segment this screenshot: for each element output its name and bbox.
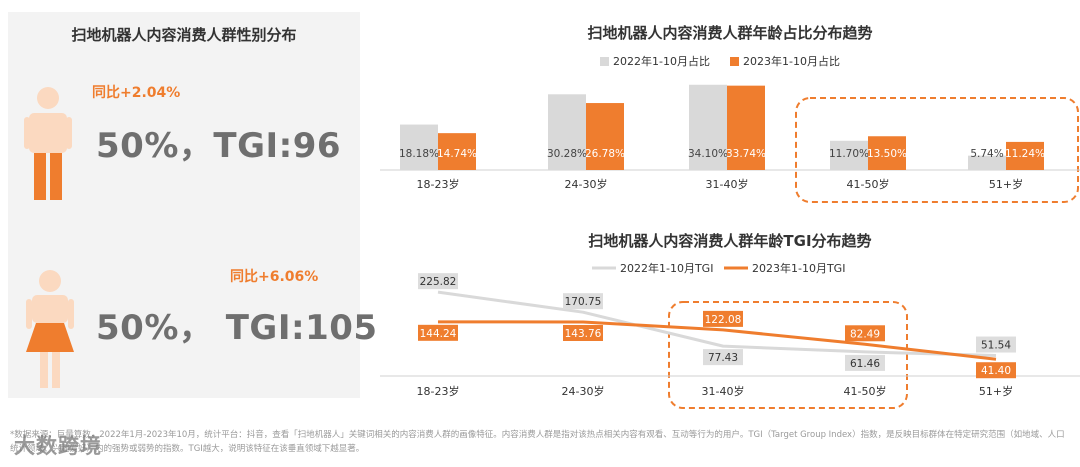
bar-label-2-1: 14.74% [437, 148, 477, 160]
female-right-leg [52, 352, 60, 388]
bar-1-2 [548, 94, 586, 170]
female-stat: 50%， TGI:105 [96, 308, 378, 348]
point-label-1-4: 61.46 [850, 358, 880, 370]
point-box-1-3 [703, 349, 743, 366]
bar-1-3 [689, 84, 727, 170]
bar-2-1 [438, 133, 476, 170]
male-torso [29, 113, 67, 153]
female-yoy: 同比+6.06% [230, 269, 319, 285]
legend-label-2: 2023年1-10月TGI [752, 261, 845, 275]
point-box-1-4 [845, 354, 885, 371]
female-left-arm [26, 299, 32, 329]
point-box-2-4 [845, 325, 885, 342]
watermark-logo: 大数跨境 [14, 434, 102, 458]
age-tgi-chart-title: 扫地机器人内容消费人群年龄TGI分布趋势 [588, 232, 872, 250]
male-person-icon [24, 87, 72, 200]
bar-label-2-3: 33.74% [726, 148, 766, 160]
point-box-2-5 [976, 362, 1016, 379]
point-label-2-4: 82.49 [850, 328, 880, 340]
x-tick-3: 31-40岁 [706, 177, 749, 191]
point-label-1-5: 51.54 [981, 340, 1011, 352]
bar-1-5 [968, 155, 1006, 170]
bar-label-2-5: 11.24% [1005, 148, 1045, 160]
gender-panel: 扫地机器人内容消费人群性别分布 同比+2.04% 50%，TGI:96 同比+6… [8, 12, 377, 398]
bar-2-4 [868, 136, 906, 170]
point-box-2-3 [703, 310, 743, 327]
point-box-1-1 [418, 273, 458, 290]
bar-1-1 [400, 124, 438, 170]
x-tick-2: 24-30岁 [562, 384, 605, 398]
x-tick-1: 18-23岁 [417, 384, 460, 398]
male-head [37, 87, 59, 109]
male-left-arm [24, 117, 30, 149]
x-tick-2: 24-30岁 [565, 177, 608, 191]
bar-label-2-2: 26.78% [585, 148, 625, 160]
legend-label-2: 2023年1-10月占比 [743, 54, 840, 68]
male-right-arm [66, 117, 72, 149]
point-box-1-2 [563, 293, 603, 310]
bar-label-1-1: 18.18% [399, 148, 439, 160]
male-left-leg [34, 153, 46, 200]
male-yoy: 同比+2.04% [92, 85, 181, 101]
x-tick-3: 31-40岁 [702, 384, 745, 398]
bar-2-3 [727, 85, 765, 170]
x-tick-1: 18-23岁 [417, 177, 460, 191]
point-box-1-5 [976, 336, 1016, 353]
x-tick-5: 51+岁 [989, 177, 1023, 191]
point-label-2-5: 41.40 [981, 365, 1011, 377]
bar-label-1-2: 30.28% [547, 148, 587, 160]
highlight-box [668, 301, 908, 409]
point-label-2-2: 143.76 [565, 328, 602, 340]
male-stat: 50%，TGI:96 [96, 126, 342, 166]
footnote: *数据来源：巨量算数，2022年1月-2023年10月，统计平台：抖音，查看「扫… [10, 430, 1065, 454]
point-box-2-1 [418, 324, 458, 341]
legend-label-1: 2022年1-10月TGI [620, 261, 713, 275]
male-right-leg [50, 153, 62, 200]
x-tick-5: 51+岁 [979, 384, 1013, 398]
female-head [39, 270, 61, 292]
age-share-chart-title: 扫地机器人内容消费人群年龄占比分布趋势 [587, 24, 873, 42]
series-line-1 [437, 290, 997, 358]
point-box-2-2 [563, 324, 603, 341]
bar-label-1-3: 34.10% [688, 148, 728, 160]
point-label-1-1: 225.82 [420, 276, 457, 288]
female-right-arm [68, 299, 74, 329]
series-line-2 [437, 320, 997, 361]
female-skirt [26, 323, 74, 352]
female-torso [32, 295, 68, 323]
highlight-box [795, 97, 1079, 203]
legend-swatch-1 [600, 57, 609, 66]
age-tgi-line-chart: 2022年1-10月TGI 2023年1-10月TGI 225.82 170.75 77… [380, 261, 1080, 409]
point-label-1-2: 170.75 [565, 296, 602, 308]
female-person-icon [26, 270, 74, 388]
point-label-2-1: 144.24 [420, 328, 457, 340]
bar-label-2-4: 13.50% [867, 148, 907, 160]
bar-label-1-5: 5.74% [970, 148, 1003, 160]
bar-2-2 [586, 103, 624, 170]
bar-label-1-4: 11.70% [829, 148, 869, 160]
point-label-1-3: 77.43 [708, 352, 738, 364]
x-tick-4: 41-50岁 [844, 384, 887, 398]
legend-label-1: 2022年1-10月占比 [613, 54, 710, 68]
x-tick-4: 41-50岁 [847, 177, 890, 191]
legend-swatch-2 [730, 57, 739, 66]
point-label-2-3: 122.08 [705, 314, 742, 326]
bar-2-5 [1006, 141, 1044, 170]
female-left-leg [40, 352, 48, 388]
age-share-bar-chart: 2022年1-10月占比 2023年1-10月占比 18.18%14.74% 18-2… [380, 54, 1080, 203]
bar-1-4 [830, 140, 868, 170]
gender-chart-title: 扫地机器人内容消费人群性别分布 [71, 26, 297, 44]
